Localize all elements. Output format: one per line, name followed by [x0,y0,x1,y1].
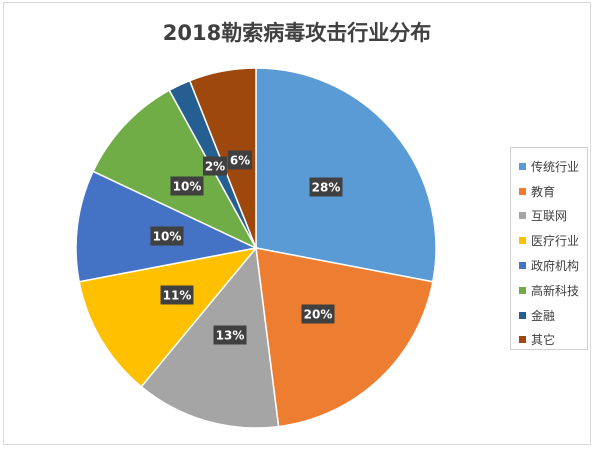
legend-label: 金融 [531,308,556,323]
legend-label: 传统行业 [531,159,580,174]
legend-item-1: 传统行业 [519,154,587,179]
legend-label: 医疗行业 [531,234,580,249]
legend-label: 高新科技 [531,283,580,298]
legend-item-3: 互联网 [519,204,587,229]
pie-slice-1 [255,67,437,283]
legend-swatch [519,187,526,195]
data-label-box [309,177,343,197]
data-label-box [160,285,194,305]
data-label-2: 20% [301,304,335,324]
data-label-text: 6% [230,154,250,168]
data-label-5: 10% [150,226,184,246]
pie-slice-3 [140,246,280,429]
pie-slice-4 [78,246,258,388]
legend-label: 政府机构 [531,259,580,274]
legend-swatch [519,162,526,170]
data-label-6: 10% [170,176,204,196]
chart-title: 2018勒索病毒攻击行业分布 [162,21,432,45]
legend-item-7: 金融 [519,303,587,328]
data-label-text: 10% [153,230,182,244]
legend-swatch [519,237,526,245]
data-label-text: 13% [216,329,245,343]
legend-swatch [519,212,526,220]
legend: 传统行业教育互联网医疗行业政府机构高新科技金融其它 [510,147,588,350]
legend-item-4: 医疗行业 [519,228,587,253]
data-label-box [150,226,184,246]
legend-item-2: 教育 [519,179,587,204]
data-label-box [170,176,204,196]
data-label-4: 11% [160,285,194,305]
data-label-7: 2% [203,156,227,176]
data-label-text: 28% [312,181,341,195]
legend-item-8: 其它 [519,328,587,353]
data-label-1: 28% [309,177,343,197]
data-label-8: 6% [228,150,252,170]
legend-swatch [519,262,526,270]
data-label-box [301,304,335,324]
data-label-box [213,325,247,345]
legend-label: 其它 [531,333,556,348]
legend-label: 互联网 [531,209,568,224]
data-label-box [228,150,252,170]
legend-item-6: 高新科技 [519,278,587,303]
data-label-text: 2% [205,160,225,174]
pie-slice-2 [255,247,434,428]
legend-label: 教育 [531,184,556,199]
data-label-3: 13% [213,325,247,345]
pie-slice-6 [92,89,258,250]
legend-swatch [519,286,526,294]
data-label-text: 11% [163,289,192,303]
legend-swatch [519,336,526,344]
data-label-text: 10% [173,180,202,194]
legend-item-5: 政府机构 [519,253,587,278]
data-label-text: 20% [304,308,333,322]
legend-swatch [519,311,526,319]
data-label-box [203,156,227,176]
